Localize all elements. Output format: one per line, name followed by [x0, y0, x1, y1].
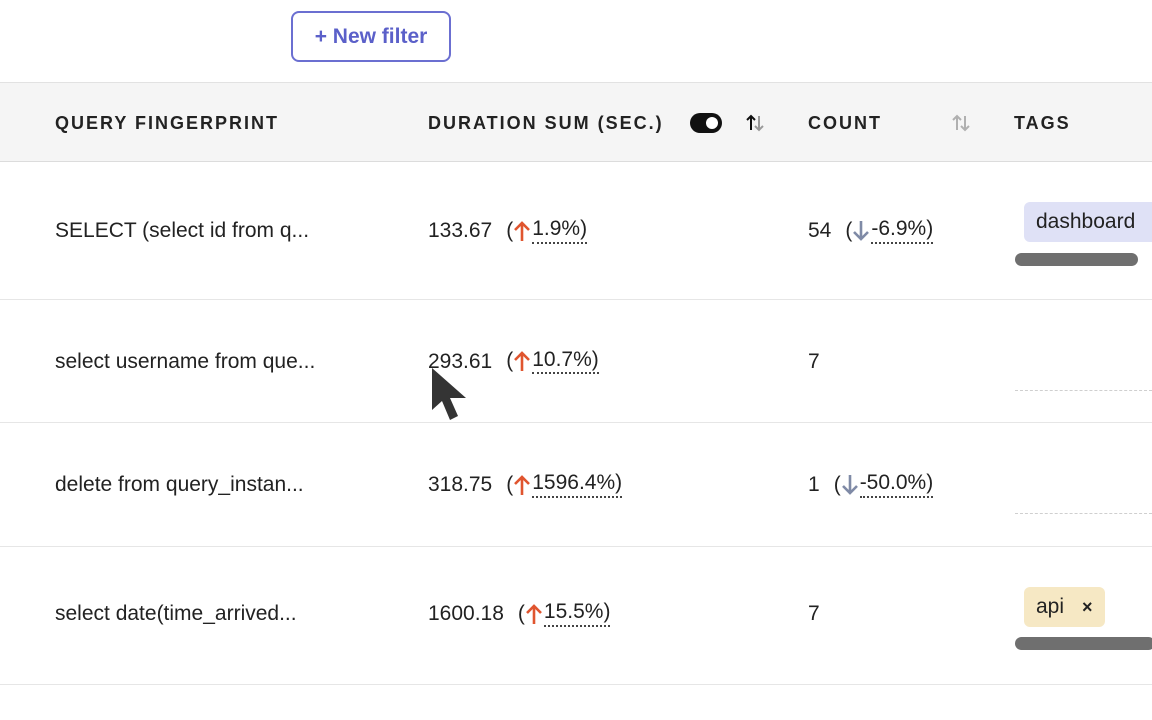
count-delta[interactable]: ( -50.0%) — [833, 471, 934, 498]
duration-cell: 1600.18 ( 15.5%) — [428, 547, 611, 681]
table-header: QUERY FINGERPRINT DURATION SUM (SEC.) CO… — [0, 82, 1152, 162]
table-row[interactable]: select date(time_arrived... 1600.18 ( 15… — [0, 547, 1152, 685]
count-cell: 1 ( -50.0%) — [808, 423, 934, 547]
sort-icon[interactable] — [744, 111, 766, 135]
duration-cell: 318.75 ( 1596.4%) — [428, 423, 623, 547]
column-header-count: COUNT — [808, 112, 882, 133]
arrow-up-icon — [514, 351, 531, 372]
duration-value: 133.67 — [428, 219, 493, 242]
arrow-up-icon — [514, 475, 531, 495]
duration-delta[interactable]: ( 1.9%) — [506, 217, 588, 244]
query-fingerprint[interactable]: select username from que... — [55, 349, 316, 373]
arrow-down-icon — [841, 474, 858, 495]
filter-bar: + New filter — [0, 0, 1152, 82]
duration-value: 293.61 — [428, 349, 493, 373]
duration-delta[interactable]: ( 1596.4%) — [506, 471, 623, 498]
arrow-down-icon — [853, 220, 870, 241]
duration-value: 1600.18 — [428, 602, 504, 625]
arrow-up-icon — [526, 604, 542, 624]
tags-empty-slot[interactable] — [1015, 390, 1152, 391]
tag-badge[interactable]: api × — [1024, 587, 1105, 627]
toggle-icon[interactable] — [690, 113, 722, 133]
column-header-tags: TAGS — [1014, 112, 1071, 133]
count-value: 7 — [808, 349, 820, 373]
duration-cell: 133.67 ( 1.9%) — [428, 162, 588, 300]
column-header-query-fingerprint: QUERY FINGERPRINT — [55, 112, 280, 133]
duration-cell: 293.61 ( 10.7%) — [428, 300, 599, 423]
sort-icon[interactable] — [950, 111, 972, 135]
count-cell: 54 ( -6.9%) — [808, 162, 934, 300]
tag-input-placeholder[interactable] — [1015, 637, 1152, 650]
arrow-up-icon — [514, 221, 531, 241]
count-cell: 7 — [808, 547, 820, 681]
duration-value: 318.75 — [428, 473, 493, 496]
tag-label: dashboard — [1036, 210, 1136, 233]
duration-delta[interactable]: ( 10.7%) — [506, 347, 599, 375]
count-cell: 7 — [808, 300, 820, 423]
tag-badge[interactable]: dashboard — [1024, 202, 1152, 242]
table-row[interactable]: select username from que... 293.61 ( 10.… — [0, 300, 1152, 423]
column-header-duration-sum: DURATION SUM (SEC.) — [428, 112, 664, 133]
mouse-cursor-icon — [432, 368, 466, 420]
count-delta[interactable]: ( -6.9%) — [845, 217, 934, 244]
table-row[interactable]: SELECT (select id from q... 133.67 ( 1.9… — [0, 162, 1152, 300]
close-icon[interactable]: × — [1082, 596, 1093, 617]
new-filter-button[interactable]: + New filter — [291, 11, 451, 62]
table-row[interactable]: delete from query_instan... 318.75 ( 159… — [0, 423, 1152, 547]
query-fingerprint[interactable]: SELECT (select id from q... — [55, 219, 310, 242]
count-value: 1 — [808, 473, 820, 496]
query-fingerprint[interactable]: select date(time_arrived... — [55, 602, 297, 625]
count-value: 7 — [808, 602, 820, 625]
query-fingerprint[interactable]: delete from query_instan... — [55, 473, 304, 496]
count-value: 54 — [808, 219, 832, 242]
tag-label: api — [1036, 595, 1065, 618]
tags-empty-slot[interactable] — [1015, 513, 1152, 514]
tag-input-placeholder[interactable] — [1015, 253, 1138, 266]
duration-delta[interactable]: ( 15.5%) — [517, 600, 611, 627]
